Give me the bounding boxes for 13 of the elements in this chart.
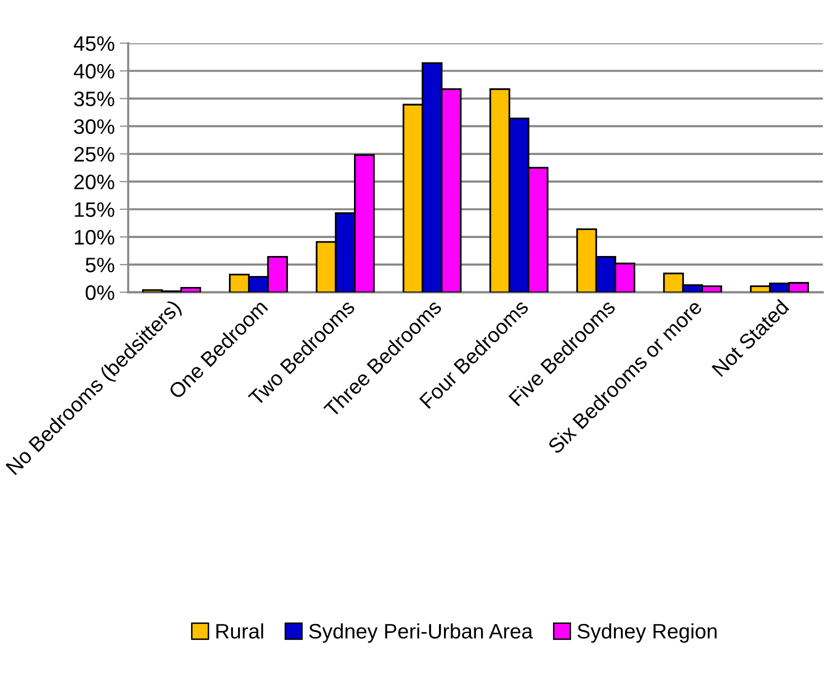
y-tick-label: 45% <box>74 36 114 51</box>
y-tick-label: 0% <box>86 285 114 300</box>
y-tick-label: 30% <box>74 119 114 134</box>
y-tick-label: 35% <box>74 92 114 106</box>
legend-label: Sydney Peri-Urban Area <box>309 623 533 643</box>
legend-label: Sydney Region <box>578 623 717 643</box>
y-tick-label: 5% <box>86 258 114 272</box>
legend-label: Rural <box>216 623 264 639</box>
y-tick-label: 25% <box>74 146 114 162</box>
y-tick-label: 40% <box>74 64 114 79</box>
y-tick-label: 20% <box>74 174 114 190</box>
y-tick-label: 15% <box>74 202 114 218</box>
y-tick-label: 10% <box>74 230 114 245</box>
